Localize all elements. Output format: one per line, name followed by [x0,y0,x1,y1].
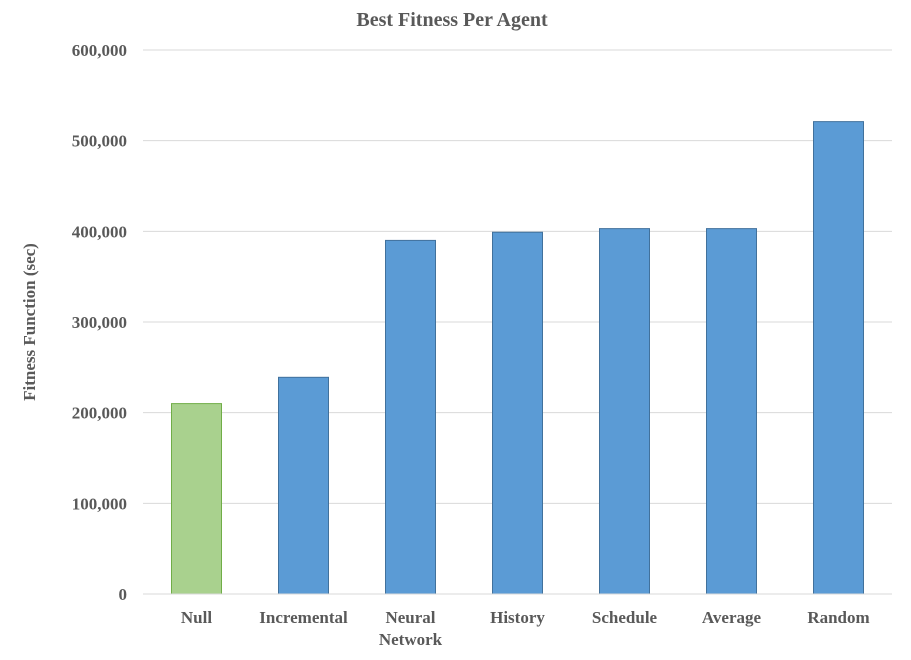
y-axis-label: Fitness Function (sec) [20,243,39,401]
y-axis-ticks: 0 100,000 200,000 300,000 400,000 500,000 600,… [72,41,127,604]
bar-null [171,403,222,595]
y-tick-label: 100,000 [72,494,127,513]
x-tick-label: Random [807,608,869,627]
bar-schedule [599,228,650,595]
y-tick-label: 600,000 [72,41,127,60]
x-axis-ticks: Null Incremental Neural Network History Sched… [181,608,870,649]
bar-random [813,121,864,595]
y-tick-label: 0 [119,585,128,604]
x-tick-label: Null [181,608,212,627]
y-tick-label: 500,000 [72,132,127,151]
x-tick-label: Incremental [259,608,348,627]
x-tick-label: History [490,608,545,627]
y-tick-label: 300,000 [72,313,127,332]
bar-history [492,231,543,595]
y-tick-label: 400,000 [72,222,127,241]
bar-average [706,228,757,595]
bars [171,121,864,595]
chart-title: Best Fitness Per Agent [356,9,548,31]
x-tick-label: Neural Network [379,608,443,649]
bar-incremental [278,376,329,595]
y-tick-label: 200,000 [72,404,127,423]
x-tick-label: Schedule [592,608,658,627]
bar-neural-network [385,239,436,595]
x-tick-label: Average [702,608,762,627]
